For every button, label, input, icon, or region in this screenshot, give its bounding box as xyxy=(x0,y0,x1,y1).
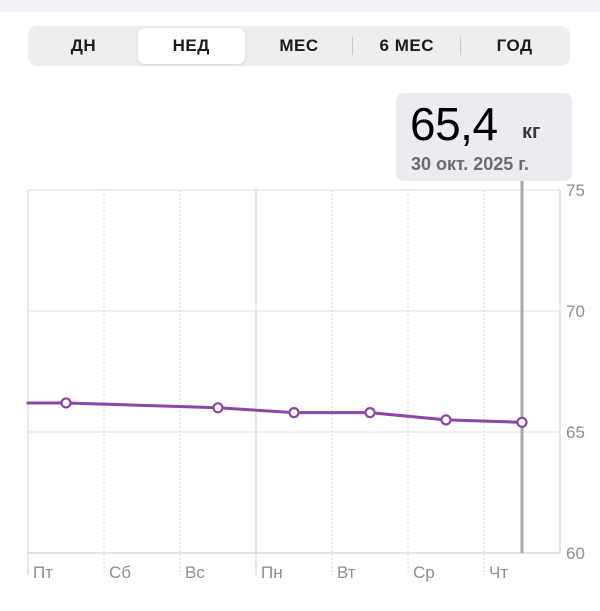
x-tick-label: Ср xyxy=(413,563,435,582)
x-tick-label: Сб xyxy=(109,563,131,582)
range-selector[interactable]: ДН НЕД МЕС 6 МЕС ГОД xyxy=(28,26,570,66)
selected-weight-value: 65,4 xyxy=(410,98,498,150)
range-option-6-months[interactable]: 6 МЕС xyxy=(379,36,435,55)
selected-weight-unit: кг xyxy=(522,121,541,143)
selected-date: 30 окт. 2025 г. xyxy=(411,154,530,174)
range-option-week[interactable]: НЕД xyxy=(137,28,245,64)
range-option-year[interactable]: ГОД xyxy=(496,36,533,55)
x-tick-label: Чт xyxy=(489,563,508,582)
x-tick-label: Вс xyxy=(185,563,205,582)
x-tick-label: Вт xyxy=(337,563,356,582)
y-tick-label: 75 xyxy=(566,181,585,200)
data-point[interactable] xyxy=(60,397,72,409)
range-option-month[interactable]: МЕС xyxy=(279,36,319,55)
top-strip xyxy=(0,0,600,12)
selected-value-callout: 65,4 кг 30 окт. 2025 г. xyxy=(396,93,572,181)
data-point[interactable] xyxy=(440,414,452,426)
x-tick-label: Пт xyxy=(33,563,53,582)
data-point[interactable] xyxy=(288,407,300,419)
range-option-day[interactable]: ДН xyxy=(70,36,97,55)
y-tick-label: 60 xyxy=(566,544,585,563)
data-point[interactable] xyxy=(516,416,528,428)
x-tick-label: Пн xyxy=(261,563,283,582)
segment-separator xyxy=(352,37,354,55)
data-point[interactable] xyxy=(364,407,376,419)
y-tick-label: 70 xyxy=(566,302,585,321)
segment-separator xyxy=(460,37,462,55)
y-tick-label: 65 xyxy=(566,423,585,442)
data-point[interactable] xyxy=(212,402,224,414)
